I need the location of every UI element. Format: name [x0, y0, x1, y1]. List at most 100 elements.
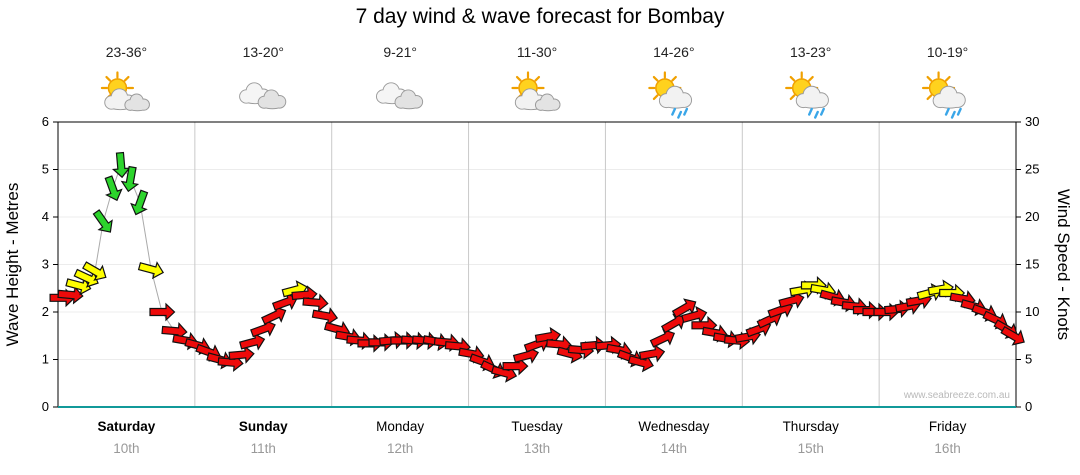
temperature-range: 9-21° [383, 44, 417, 60]
wind-arrow [120, 165, 140, 193]
wind-arrow [681, 305, 708, 324]
sun-ray [652, 94, 659, 101]
date-label: 14th [661, 441, 687, 456]
wind-arrow [302, 293, 329, 313]
wind-arrow [638, 343, 666, 363]
sun-ray [926, 75, 933, 82]
day-label: Thursday [783, 419, 840, 434]
day-label: Tuesday [511, 419, 563, 434]
wind-arrow [627, 354, 654, 373]
date-label: 10th [113, 441, 139, 456]
wind-arrow [104, 175, 123, 202]
right-axis-tick-label: 5 [1025, 352, 1032, 367]
day-label: Saturday [98, 419, 156, 434]
sun-ray [789, 75, 796, 82]
cloud-icon [260, 98, 284, 109]
wind-arrow [65, 277, 92, 296]
temperature-range: 14-26° [653, 44, 694, 60]
left-axis-tick-label: 1 [42, 352, 49, 367]
left-axis-tick-label: 2 [42, 304, 49, 319]
weather-icon-sun-cloud-rain [648, 71, 693, 119]
wind-arrow [161, 321, 188, 341]
cloud-icon [127, 102, 148, 111]
cloud-icon [799, 96, 827, 108]
wind-arrow [149, 302, 176, 322]
sun-ray [123, 75, 130, 82]
date-label: 13th [524, 441, 550, 456]
temperature-range: 11-30° [517, 44, 557, 60]
sun-ray [926, 94, 933, 101]
wind-arrow [261, 305, 287, 325]
rain-drop-icon [950, 110, 956, 119]
wind-arrow [671, 298, 697, 319]
wind-arrow [92, 209, 113, 233]
right-axis-tick-label: 10 [1025, 304, 1039, 319]
date-label: 15th [798, 441, 824, 456]
day-label: Friday [929, 419, 967, 434]
wind-arrow [649, 328, 676, 348]
date-label: 12th [387, 441, 413, 456]
wind-arrow [660, 313, 686, 334]
sun-ray [534, 75, 541, 82]
rain-drop-icon [956, 107, 962, 116]
right-axis-tick-label: 20 [1025, 209, 1039, 224]
sun-ray [652, 75, 659, 82]
wind-arrow [239, 332, 266, 351]
weather-icon-cloud [375, 82, 424, 110]
cloud-icon [537, 102, 559, 111]
temperature-range: 13-20° [243, 44, 284, 60]
cloud-icon [936, 96, 963, 108]
day-label: Monday [376, 419, 424, 434]
weather-icon-cloud [239, 82, 287, 110]
wind-arrow [502, 356, 529, 376]
weather-icon-sun-cloud [511, 71, 561, 112]
wind-arrow [228, 345, 255, 364]
rain-drop-icon [944, 107, 950, 116]
page-title: 7 day wind & wave forecast for Bombay [355, 5, 725, 28]
date-label: 11th [251, 441, 276, 456]
weather-icon-sun-cloud-rain [785, 71, 829, 119]
wind-arrow [137, 261, 165, 280]
right-axis-title: Wind Speed - Knots [1054, 189, 1073, 340]
sun-ray [944, 75, 951, 82]
weather-icon-sun-cloud [100, 71, 150, 112]
cloud-icon [662, 96, 690, 108]
right-axis-tick-label: 15 [1025, 257, 1039, 272]
rain-drop-icon [683, 107, 689, 116]
day-label: Sunday [239, 419, 288, 434]
sun-ray [105, 75, 112, 82]
left-axis-tick-label: 3 [42, 257, 49, 272]
date-label: 16th [934, 441, 960, 456]
rain-drop-icon [814, 110, 819, 119]
temperature-range: 13-23° [790, 44, 831, 60]
left-axis-tick-label: 0 [42, 399, 49, 414]
left-axis-tick-label: 4 [42, 209, 49, 224]
rain-drop-icon [808, 107, 813, 116]
rain-drop-icon [677, 110, 683, 119]
wind-arrow [130, 189, 149, 216]
temperature-range: 10-19° [927, 44, 968, 60]
watermark: www.seabreeze.com.au [903, 390, 1010, 401]
wind-arrow [111, 151, 131, 179]
wind-arrow [271, 292, 298, 311]
cloud-icon [397, 98, 421, 109]
right-axis-tick-label: 30 [1025, 114, 1039, 129]
wind-arrow [57, 285, 84, 305]
wind-arrow [82, 261, 107, 281]
right-axis-tick-label: 0 [1025, 399, 1032, 414]
left-axis-title: Wave Height - Metres [3, 183, 22, 347]
left-axis-tick-label: 6 [42, 114, 49, 129]
sun-ray [515, 75, 522, 82]
sun-ray [671, 75, 677, 82]
sun-ray [808, 75, 814, 82]
right-axis-tick-label: 25 [1025, 162, 1039, 177]
sun-ray [789, 94, 796, 101]
wind-arrow [73, 268, 99, 288]
left-axis-tick-label: 5 [42, 162, 49, 177]
day-label: Wednesday [638, 419, 709, 434]
temperature-range: 23-36° [106, 44, 147, 60]
wind-arrow [1000, 325, 1025, 346]
rain-drop-icon [820, 107, 825, 116]
